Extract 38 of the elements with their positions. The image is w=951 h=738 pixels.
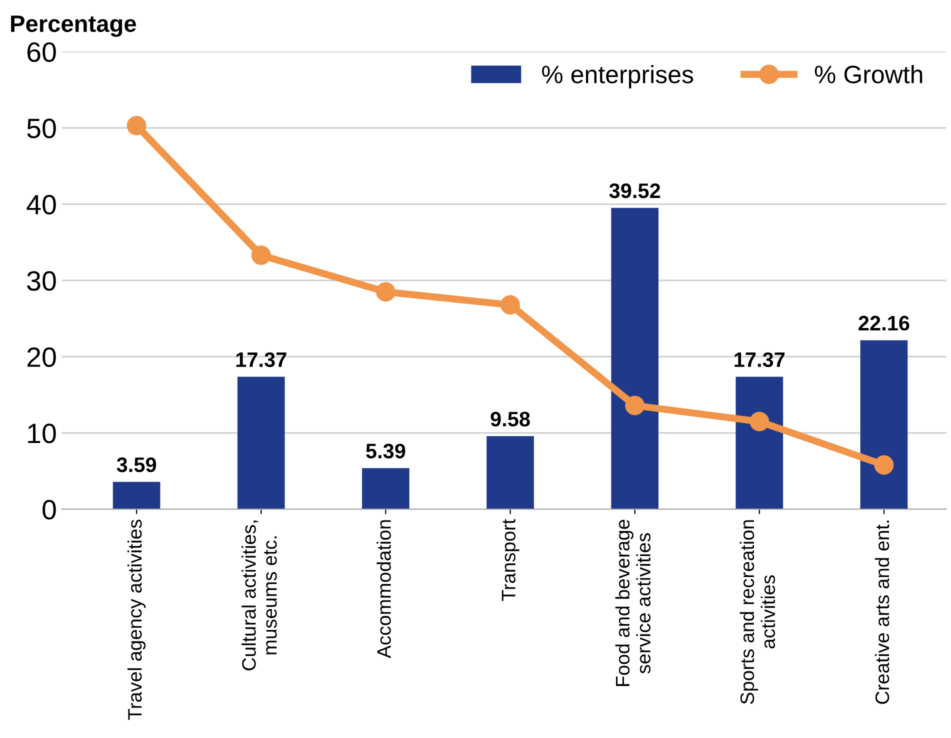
- data-label: 9.58: [490, 412, 530, 426]
- x-tick-label: Food and beverage service activities: [615, 520, 651, 686]
- data-label: 22.16: [858, 316, 910, 331]
- bar: [611, 208, 658, 510]
- data-label: 39.52: [609, 183, 660, 198]
- bar: [362, 468, 410, 510]
- point: [126, 116, 146, 136]
- bar: [486, 436, 534, 510]
- data-label: 3.59: [116, 457, 156, 472]
- point: [500, 295, 520, 315]
- x-tick-label: Sports and recreation activities: [740, 520, 776, 704]
- bar: [237, 376, 285, 510]
- data-label: 5.39: [366, 444, 406, 458]
- point: [874, 455, 894, 475]
- x-tick-label: Transport: [502, 519, 520, 601]
- y-tick-label: 40: [26, 194, 56, 215]
- x-tick-label: Accommodation: [376, 520, 391, 658]
- point: [625, 396, 645, 416]
- y-tick-label: 0: [42, 500, 56, 520]
- bar: [736, 376, 784, 510]
- legend-label: % enterprises: [542, 65, 694, 88]
- x-tick-label: Travel agency activities: [127, 520, 146, 720]
- y-tick-label: 60: [27, 42, 56, 62]
- data-label: 17.37: [236, 352, 286, 368]
- y-tick-label: 50: [27, 118, 56, 138]
- data-label: 17.37: [734, 352, 785, 368]
- x-tick-label: Creative arts and ent.: [874, 520, 890, 704]
- point: [376, 282, 396, 302]
- bar: [112, 482, 160, 510]
- bar: [860, 340, 908, 510]
- y-tick-label: 30: [27, 271, 56, 291]
- point: [251, 246, 271, 265]
- legend-label: % Growth: [814, 65, 922, 84]
- x-tick-label: Cultural activities, museums etc.: [242, 520, 277, 670]
- y-axis-title: Percentage: [11, 16, 136, 37]
- y-tick-label: 20: [27, 347, 56, 368]
- point: [750, 412, 770, 432]
- y-tick-label: 10: [28, 424, 56, 444]
